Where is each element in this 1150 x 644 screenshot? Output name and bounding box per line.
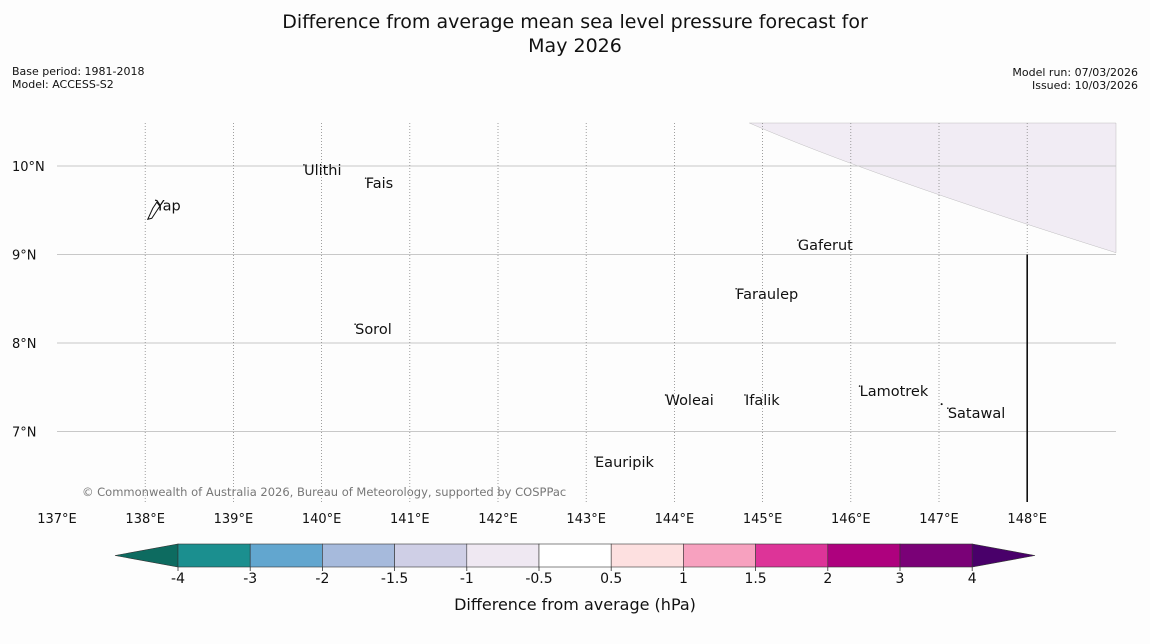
model-run: Model run: 07/03/2026	[1012, 66, 1138, 79]
island-dot	[940, 403, 943, 406]
colorbar-tick-label: 0.5	[600, 571, 622, 587]
base-period: Base period: 1981-2018	[12, 65, 145, 78]
colorbar-segment	[466, 543, 540, 568]
map-title: Difference from average mean sea level p…	[0, 10, 1150, 58]
longitude-label: 139°E	[214, 512, 254, 527]
meta-right: Model run: 07/03/2026 Issued: 10/03/2026	[1012, 66, 1138, 92]
yap-island-outline	[146, 201, 161, 220]
longitude-label: 143°E	[566, 512, 606, 527]
place-label: Gaferut	[798, 238, 853, 254]
island-dot	[947, 407, 949, 410]
colorbar-tick-label: -0.5	[525, 571, 552, 587]
colorbar-segment	[249, 543, 323, 568]
colorbar-over-triangle	[971, 543, 1036, 568]
place-label: Ifalik	[745, 393, 780, 409]
longitude-label: 138°E	[125, 512, 165, 527]
island-dot	[594, 456, 596, 458]
colorbar-under-triangle	[114, 543, 179, 568]
colorbar-tick-label: 1.5	[744, 571, 766, 587]
place-label: Eauripik	[595, 455, 654, 471]
colorbar-tick-label: -4	[171, 571, 185, 587]
longitude-label: 144°E	[655, 512, 695, 527]
colorbar-segment	[538, 543, 612, 568]
model-name: Model: ACCESS-S2	[12, 78, 114, 91]
place-label: Yap	[155, 198, 181, 214]
longitude-label: 146°E	[831, 512, 871, 527]
island-dot	[735, 287, 737, 290]
island-dot	[354, 323, 356, 325]
anomaly-region-fill	[749, 122, 1117, 253]
place-label: Ulithi	[304, 163, 342, 179]
longitude-label: 140°E	[302, 512, 342, 527]
island-dot	[744, 394, 746, 396]
colorbar-segment	[755, 543, 829, 568]
colorbar-segment	[394, 543, 468, 568]
island-dot	[664, 394, 667, 396]
issued-date: Issued: 10/03/2026	[1031, 79, 1138, 92]
island-dot	[858, 385, 861, 387]
longitude-label: 141°E	[390, 512, 430, 527]
longitude-label: 147°E	[919, 512, 959, 527]
latitude-label: 9°N	[12, 249, 37, 264]
title-line-2: May 2026	[528, 35, 622, 57]
island-dot	[364, 177, 367, 179]
place-label: Lamotrek	[860, 384, 929, 400]
colorbar-segment	[177, 543, 251, 568]
colorbar-segment	[610, 543, 684, 568]
colorbar-segment	[322, 543, 395, 568]
copyright-notice: © Commonwealth of Australia 2026, Bureau…	[82, 485, 567, 499]
place-label: Fais	[366, 176, 393, 192]
latitude-label: 8°N	[12, 337, 37, 352]
colorbar-tick-label: 4	[968, 571, 977, 587]
colorbar-tick-label: -1	[460, 571, 474, 587]
colorbar-segment	[683, 543, 756, 568]
colorbar-tick-label: 1	[679, 571, 688, 587]
latitude-label: 10°N	[12, 160, 45, 175]
longitude-label: 145°E	[743, 512, 783, 527]
title-line-1: Difference from average mean sea level p…	[282, 11, 868, 33]
colorbar-segment	[899, 543, 973, 568]
place-label: Woleai	[666, 393, 714, 409]
colorbar-tick-label: -2	[315, 571, 329, 587]
colorbar-tick-label: 2	[823, 571, 832, 587]
longitude-label: 148°E	[1007, 512, 1047, 527]
place-label: Faraulep	[736, 287, 798, 303]
island-dot	[797, 239, 799, 241]
longitude-label: 142°E	[478, 512, 518, 527]
island-dot	[154, 199, 157, 202]
latitude-label: 7°N	[12, 426, 37, 441]
colorbar-segment	[827, 543, 901, 568]
colorbar-label: Difference from average (hPa)	[454, 595, 696, 614]
colorbar-tick-label: 3	[896, 571, 905, 587]
meta-left: Base period: 1981-2018 Model: ACCESS-S2	[12, 65, 144, 91]
colorbar-tick-label: -1.5	[381, 571, 408, 587]
longitude-label: 137°E	[37, 512, 77, 527]
place-label: Satawal	[948, 406, 1005, 422]
place-label: Sorol	[355, 322, 392, 338]
colorbar-tick-label: -3	[243, 571, 257, 587]
island-dot	[303, 164, 305, 166]
